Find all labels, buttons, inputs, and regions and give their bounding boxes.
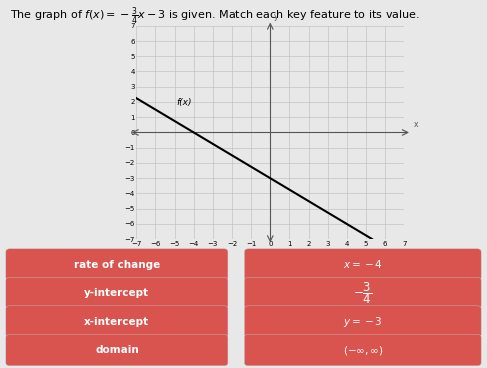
Text: y-intercept: y-intercept [84, 288, 150, 298]
Text: domain: domain [95, 345, 139, 355]
Text: x: x [413, 120, 418, 130]
Text: y: y [274, 12, 279, 21]
Text: rate of change: rate of change [74, 259, 160, 269]
Text: $x = -4$: $x = -4$ [343, 258, 383, 270]
Text: $-\dfrac{3}{4}$: $-\dfrac{3}{4}$ [353, 280, 373, 306]
Text: f(x): f(x) [176, 98, 192, 107]
Text: x-intercept: x-intercept [84, 316, 150, 326]
Text: $(-\infty, \infty)$: $(-\infty, \infty)$ [342, 344, 383, 357]
Text: The graph of $f(x)=-\frac{3}{4}x-3$ is given. Match each key feature to its valu: The graph of $f(x)=-\frac{3}{4}x-3$ is g… [10, 6, 420, 27]
Text: $y = -3$: $y = -3$ [343, 315, 383, 329]
